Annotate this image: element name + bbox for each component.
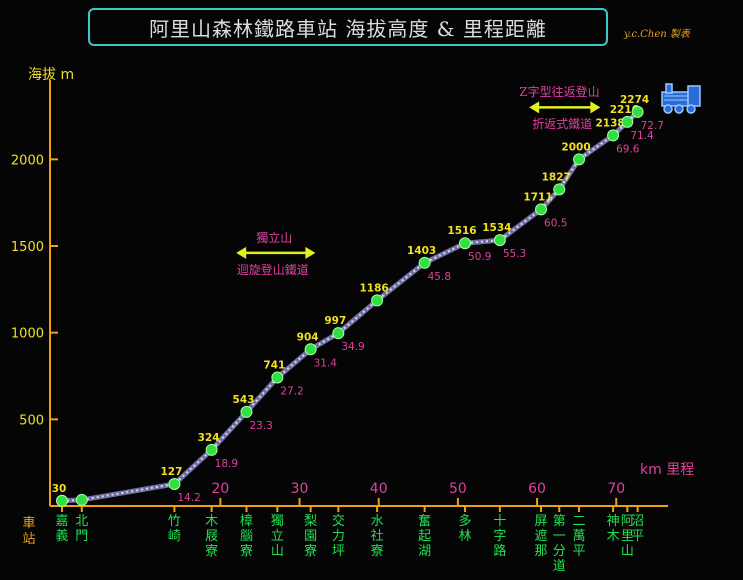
track-ties [61, 111, 639, 502]
station-name: 交力坪 [331, 514, 345, 559]
y-tick-label: 500 [19, 413, 44, 428]
data-point [332, 327, 345, 340]
data-point [240, 405, 253, 418]
author-credit: y.c.Chen 製表 [624, 29, 690, 40]
annotation-line1: Z字型往返登山 [519, 85, 600, 100]
title-box: 阿里山森林鐵路車站 海拔高度 & 里程距離 [88, 8, 608, 46]
station-name: 奮起湖 [418, 514, 432, 559]
km-label: 27.2 [280, 386, 303, 398]
station-name: 梨園寮 [304, 514, 318, 559]
x-tick-label: 50 [449, 481, 467, 497]
data-point [493, 234, 506, 247]
annotation-arrow-head-right [590, 101, 601, 114]
annotation-line1: 獨立山 [256, 230, 293, 245]
data-point [573, 153, 586, 166]
annotation-arrow-head-right [305, 246, 316, 259]
station-name: 獨立山 [270, 514, 284, 559]
station-name: 水社寮 [370, 514, 384, 559]
elevation-label: 1827 [542, 171, 571, 183]
data-point [304, 343, 317, 356]
x-tick-label: 20 [211, 481, 229, 497]
km-label: 34.9 [341, 341, 364, 353]
x-tick-label: 60 [528, 481, 546, 497]
station-name: 樟腦寮 [239, 514, 253, 559]
km-label: 14.2 [177, 492, 200, 504]
elevation-label: 1403 [407, 245, 436, 257]
station-name: 第一分道 [552, 514, 566, 574]
elevation-label: 2000 [561, 141, 590, 153]
km-label: 72.7 [641, 120, 664, 132]
station-name: 屏遮那 [534, 514, 548, 559]
station-axis-label: 車站 [22, 516, 36, 547]
data-point [205, 443, 218, 456]
data-point [56, 494, 68, 507]
elevation-label: 543 [233, 394, 255, 406]
data-point [607, 129, 620, 142]
elevation-label: 1711 [523, 191, 552, 203]
data-point [621, 115, 634, 128]
elevation-label: 2274 [620, 94, 649, 106]
km-label: 23.3 [249, 420, 272, 432]
station-name: 竹崎 [167, 514, 181, 544]
station-name: 木屐寮 [205, 514, 219, 559]
km-label: 18.9 [215, 458, 238, 470]
km-label: 60.5 [544, 217, 567, 229]
x-tick-label: 30 [291, 481, 309, 497]
elevation-label: 2138 [595, 117, 624, 129]
elevation-label: 1186 [360, 282, 389, 294]
data-point [631, 105, 644, 118]
data-point [371, 294, 384, 307]
annotation-arrow-head-left [236, 246, 247, 259]
train-icon [661, 83, 701, 114]
chart-title: 阿里山森林鐵路車站 海拔高度 & 里程距離 [149, 16, 547, 41]
km-label: 71.4 [630, 130, 654, 142]
elevation-label: 1534 [482, 222, 511, 234]
x-tick-label: 40 [370, 481, 388, 497]
data-point [271, 371, 284, 384]
station-name: 阿里山 [620, 514, 634, 559]
elevation-label: 127 [160, 466, 182, 478]
x-tick-label: 70 [607, 481, 625, 497]
data-point [459, 237, 472, 250]
km-label: 45.8 [428, 271, 451, 283]
data-point [75, 493, 88, 506]
station-name: 沼平 [631, 514, 645, 544]
km-label: 50.9 [468, 251, 491, 263]
y-tick-label: 1500 [11, 240, 44, 255]
y-tick-label: 2000 [11, 153, 44, 168]
station-name: 神木 [606, 514, 620, 544]
data-point [553, 183, 566, 196]
km-label: 31.4 [314, 357, 338, 369]
km-label: 69.6 [616, 143, 640, 155]
data-point [535, 203, 548, 216]
elevation-label: 997 [324, 315, 346, 327]
elevation-label: 904 [297, 331, 319, 343]
elevation-label: 741 [263, 360, 285, 372]
y-tick-label: 1000 [11, 327, 44, 342]
track-line [61, 110, 640, 504]
data-point [418, 256, 431, 269]
annotation-arrow-head-left [529, 101, 540, 114]
elevation-label: 30 [52, 483, 67, 495]
station-name: 二萬平 [572, 514, 586, 559]
annotation-line2: 迴旋登山鐵道 [236, 262, 309, 277]
y-axis-label: 海拔 m [28, 67, 75, 83]
km-label: 55.3 [503, 248, 526, 260]
x-axis-label: km 里程 [640, 462, 695, 478]
elevation-label: 2216 [610, 104, 639, 116]
station-name: 嘉義 [55, 514, 69, 544]
station-name: 十字路 [493, 514, 507, 559]
data-point [168, 477, 181, 490]
station-name: 多林 [458, 514, 472, 544]
station-name: 北門 [75, 514, 89, 544]
annotation-line2: 折返式鐵道 [532, 117, 593, 132]
elevation-label: 1516 [447, 225, 476, 237]
elevation-label: 324 [198, 432, 220, 444]
